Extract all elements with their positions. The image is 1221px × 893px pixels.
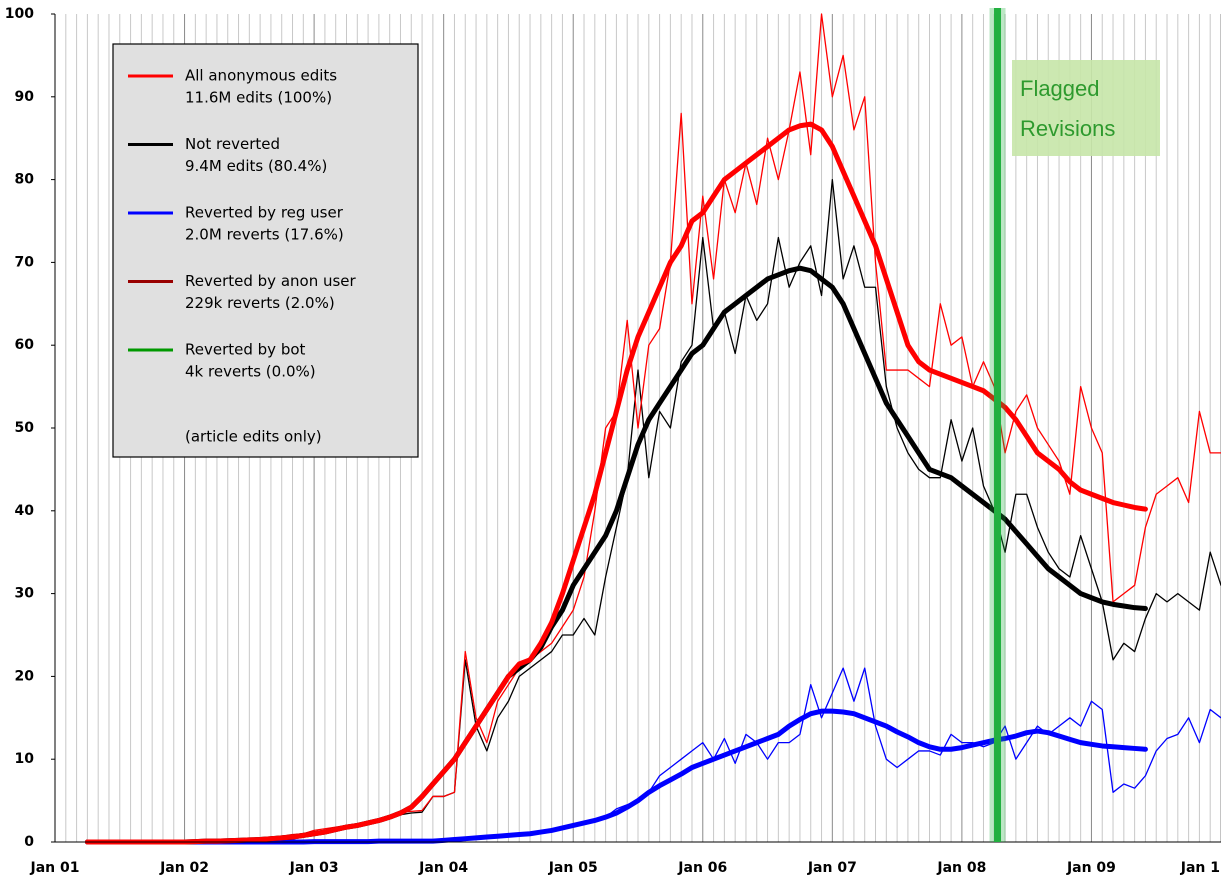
legend-detail: 11.6M edits (100%)	[185, 89, 332, 107]
y-tick-label: 70	[15, 254, 35, 270]
legend-name: Not reverted	[185, 135, 280, 153]
x-tick-label: Jan 1	[1180, 860, 1220, 876]
legend-detail: 9.4M edits (80.4%)	[185, 157, 327, 175]
y-tick-label: 100	[5, 6, 34, 22]
legend-name: Reverted by bot	[185, 341, 306, 359]
y-tick-label: 90	[15, 89, 35, 105]
axes: Jan 01 Jan 02 Jan 03 Jan 04 Jan 05 Jan 06 Jan …	[5, 6, 1221, 876]
lines	[84, 13, 1221, 845]
legend-box	[112, 43, 419, 458]
x-tick-label: Jan 09	[1066, 860, 1116, 876]
x-tick-label: Jan 03	[289, 860, 339, 876]
legend: All anonymous edits 11.6M edits (100%) Not…	[112, 43, 419, 458]
annotation-text: Flagged	[1020, 76, 1100, 101]
legend-detail: 229k reverts (2.0%)	[185, 294, 335, 312]
x-tick-label: Jan 02	[159, 860, 209, 876]
x-tick-label: Jan 07	[807, 860, 857, 876]
legend-note: (article edits only)	[185, 428, 322, 446]
x-tick-label: Jan 01	[30, 860, 80, 876]
legend-name: Reverted by anon user	[185, 272, 357, 290]
x-tick-label: Jan 04	[418, 860, 468, 876]
x-tick-label: Jan 08	[936, 860, 986, 876]
y-tick-label: 50	[15, 420, 35, 436]
x-tick-label: Jan 06	[677, 860, 727, 876]
y-tick-label: 80	[15, 172, 35, 188]
y-tick-label: 60	[15, 337, 35, 353]
y-tick-label: 0	[24, 834, 34, 850]
annotation-text: Revisions	[1020, 116, 1115, 141]
legend-name: All anonymous edits	[185, 67, 337, 85]
legend-detail: 2.0M reverts (17.6%)	[185, 226, 344, 244]
legend-name: Reverted by reg user	[185, 204, 344, 222]
legend-detail: 4k reverts (0.0%)	[185, 363, 316, 381]
y-tick-label: 10	[15, 751, 35, 767]
y-tick-label: 30	[15, 586, 35, 602]
annotation: Flagged Revisions	[989, 8, 1160, 842]
annotation-box	[1012, 60, 1160, 156]
x-tick-label: Jan 05	[548, 860, 598, 876]
y-tick-label: 40	[15, 503, 35, 519]
smoothed-line	[84, 121, 1148, 845]
y-tick-label: 20	[15, 668, 35, 684]
